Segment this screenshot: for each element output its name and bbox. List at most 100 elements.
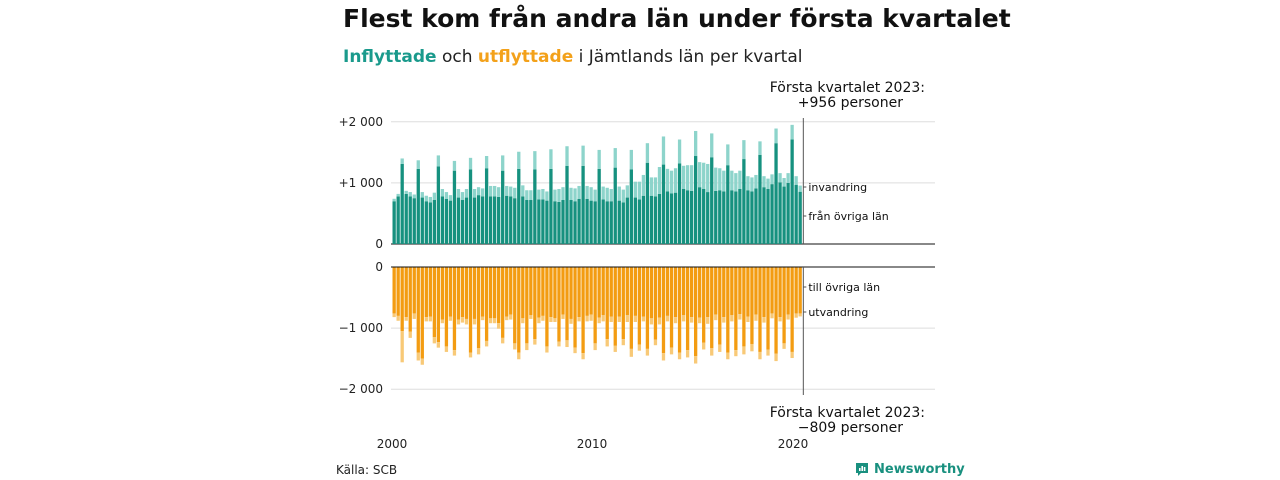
bar-outflow-other-counties — [569, 267, 573, 319]
bar-outflow-other-counties — [581, 267, 585, 354]
brand-name: Newsworthy — [874, 462, 965, 477]
bar-inflow-other-counties — [420, 197, 424, 244]
bar-outflow-other-counties — [722, 267, 726, 318]
bar-inflow-other-counties — [681, 189, 686, 244]
bar-immigration — [509, 186, 513, 197]
bar-inflow-other-counties — [742, 159, 746, 244]
bar-emigration — [730, 315, 734, 322]
bar-outflow-other-counties — [677, 267, 682, 353]
bar-emigration — [625, 315, 629, 322]
bar-outflow-other-counties — [593, 267, 597, 344]
bar-outflow-other-counties — [774, 267, 778, 354]
bar-immigration — [424, 195, 428, 202]
bar-inflow-other-counties — [428, 202, 432, 244]
bar-emigration — [657, 317, 662, 325]
bar-outflow-other-counties — [440, 267, 445, 320]
subtitle-rest: i Jämtlands län per kvartal — [573, 47, 803, 67]
bar-outflow-other-counties — [589, 267, 593, 315]
bar-emigration — [694, 356, 698, 364]
bottom-y-tick-label: −2 000 — [339, 382, 383, 396]
bar-inflow-other-counties — [448, 200, 453, 244]
bar-emigration — [738, 314, 742, 320]
bar-immigration — [774, 128, 778, 144]
subtitle-inflow: Inflyttade — [343, 47, 437, 67]
bar-immigration — [710, 133, 714, 158]
bar-inflow-other-counties — [460, 200, 465, 244]
bar-outflow-other-counties — [573, 267, 577, 348]
bar-immigration — [480, 188, 485, 197]
bar-immigration — [722, 170, 726, 192]
bar-immigration — [488, 185, 493, 197]
bar-immigration — [593, 189, 597, 202]
bar-emigration — [408, 331, 412, 338]
bar-emigration — [525, 343, 529, 351]
bar-outflow-other-counties — [585, 267, 589, 316]
bar-emigration — [714, 314, 718, 321]
bar-outflow-other-counties — [633, 267, 637, 316]
bar-inflow-other-counties — [488, 196, 493, 244]
bar-emigration — [400, 331, 404, 363]
bar-emigration — [553, 318, 557, 322]
bottom-y-tick-label: 0 — [375, 260, 383, 274]
bar-outflow-other-counties — [673, 267, 678, 318]
newsworthy-logo-icon — [856, 463, 868, 476]
bar-emigration — [549, 317, 553, 322]
bar-outflow-other-counties — [521, 267, 525, 319]
bar-outflow-other-counties — [782, 267, 786, 344]
bar-inflow-other-counties — [798, 191, 802, 244]
bar-outflow-other-counties — [529, 267, 533, 316]
bar-immigration — [738, 170, 742, 190]
bar-emigration — [641, 316, 646, 322]
bar-immigration — [440, 189, 445, 197]
bar-emigration — [577, 317, 581, 322]
bar-inflow-other-counties — [790, 139, 794, 244]
bar-emigration — [794, 313, 798, 318]
bar-emigration — [420, 358, 424, 365]
bar-emigration — [790, 351, 794, 359]
bar-inflow-other-counties — [577, 198, 581, 244]
bar-outflow-other-counties — [577, 267, 581, 318]
bar-outflow-other-counties — [794, 267, 798, 314]
bar-emigration — [629, 348, 633, 357]
brand: Newsworthy — [855, 462, 965, 477]
bar-emigration — [645, 348, 650, 356]
bar-immigration — [561, 187, 565, 201]
bar-immigration — [677, 139, 682, 164]
bar-outflow-other-counties — [657, 267, 662, 318]
bar-outflow-other-counties — [432, 267, 436, 338]
bar-outflow-other-counties — [702, 267, 706, 343]
bar-outflow-other-counties — [754, 267, 758, 315]
bar-inflow-other-counties — [505, 195, 509, 244]
bar-immigration — [726, 144, 730, 166]
bar-immigration — [794, 176, 798, 185]
bar-emigration — [392, 313, 396, 318]
bar-immigration — [641, 174, 646, 196]
bar-inflow-other-counties — [549, 168, 553, 244]
bar-inflow-other-counties — [541, 199, 545, 244]
bar-emigration — [774, 353, 778, 362]
bar-emigration — [509, 314, 513, 320]
bar-immigration — [464, 189, 469, 198]
bar-immigration — [468, 157, 473, 170]
bar-immigration — [541, 189, 545, 200]
bar-emigration — [573, 347, 577, 354]
bar-emigration — [762, 317, 766, 323]
top-annotation-line1: Första kvartalet 2023: — [770, 80, 925, 96]
bar-outflow-other-counties — [605, 267, 609, 340]
bar-inflow-other-counties — [722, 191, 726, 244]
bar-inflow-other-counties — [730, 190, 734, 244]
bar-inflow-other-counties — [404, 193, 408, 244]
bar-outflow-other-counties — [493, 267, 497, 319]
source-note: Källa: SCB — [336, 463, 398, 477]
bar-immigration — [702, 162, 706, 190]
bar-emigration — [476, 348, 481, 355]
top-annotation-line2: +956 personer — [798, 95, 904, 111]
bar-inflow-other-counties — [392, 201, 396, 244]
bar-immigration — [730, 170, 734, 191]
bar-inflow-other-counties — [706, 192, 710, 244]
bar-emigration — [468, 352, 473, 358]
bar-emigration — [424, 317, 428, 322]
bar-inflow-other-counties — [589, 200, 593, 244]
bar-immigration — [617, 186, 621, 201]
bar-inflow-other-counties — [509, 196, 513, 244]
